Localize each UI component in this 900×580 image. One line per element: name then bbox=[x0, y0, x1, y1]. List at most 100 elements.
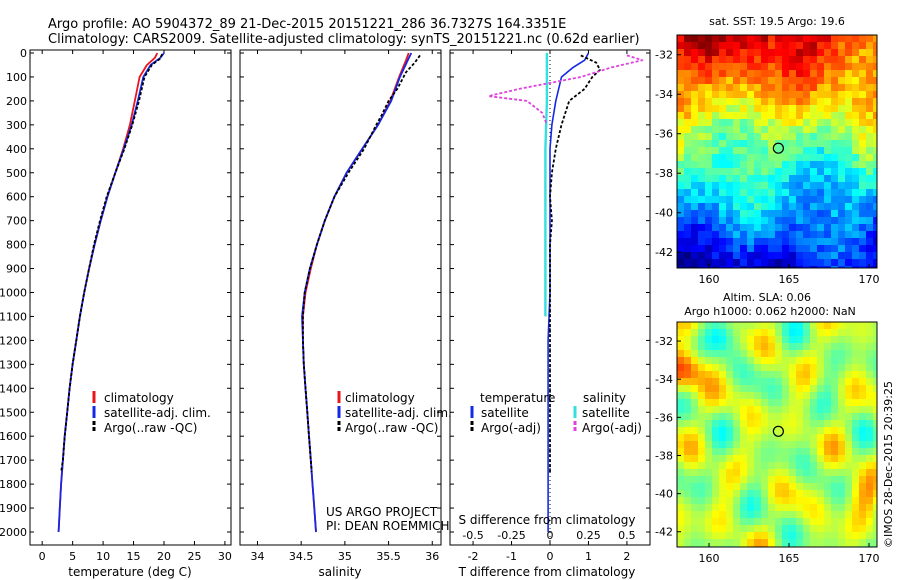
map-cell bbox=[817, 336, 825, 344]
map-cell bbox=[810, 455, 818, 463]
map-cell bbox=[719, 189, 727, 197]
map-cell bbox=[782, 343, 790, 351]
map-cell bbox=[712, 35, 720, 43]
map-cell bbox=[782, 504, 790, 512]
map-cell bbox=[824, 483, 832, 491]
map-cell bbox=[677, 196, 685, 204]
map-cell bbox=[747, 448, 755, 456]
map-cell bbox=[768, 476, 776, 484]
map-cell bbox=[719, 63, 727, 71]
map-cell bbox=[796, 245, 804, 253]
map-cell bbox=[740, 63, 748, 71]
map-cell bbox=[726, 252, 734, 260]
map-cell bbox=[824, 399, 832, 407]
map-cell bbox=[789, 238, 797, 246]
lat-tick-label: -36 bbox=[655, 128, 673, 141]
map-cell bbox=[866, 231, 874, 239]
map-cell bbox=[733, 378, 741, 386]
map-cell bbox=[803, 448, 811, 456]
map-cell bbox=[733, 168, 741, 176]
map-cell bbox=[705, 245, 713, 253]
map-cell bbox=[677, 357, 685, 365]
map-cell bbox=[873, 98, 877, 106]
map-cell bbox=[866, 126, 874, 134]
map-cell bbox=[712, 91, 720, 99]
map-cell bbox=[838, 42, 846, 50]
map-cell bbox=[684, 518, 692, 526]
map-cell bbox=[817, 511, 825, 519]
lat-tick-label: -32 bbox=[655, 49, 673, 62]
map-cell bbox=[761, 469, 769, 477]
map-cell bbox=[733, 182, 741, 190]
map-cell bbox=[852, 168, 860, 176]
map-cell bbox=[754, 252, 762, 260]
map-cell bbox=[782, 371, 790, 379]
map-cell bbox=[866, 497, 874, 505]
map-cell bbox=[845, 448, 853, 456]
map-cell bbox=[817, 224, 825, 232]
map-cell bbox=[677, 168, 685, 176]
map-cell bbox=[796, 133, 804, 141]
map-cell bbox=[866, 483, 874, 491]
map-cell bbox=[838, 98, 846, 106]
map-cell bbox=[677, 245, 685, 253]
map-cell bbox=[768, 434, 776, 442]
map-cell bbox=[754, 511, 762, 519]
map-cell bbox=[803, 497, 811, 505]
map-cell bbox=[775, 56, 783, 64]
map-cell bbox=[838, 266, 846, 268]
map-cell bbox=[866, 455, 874, 463]
map-cell bbox=[768, 105, 776, 113]
y-tick-label: 200 bbox=[6, 95, 27, 108]
map-cell bbox=[768, 329, 776, 337]
map-cell bbox=[747, 105, 755, 113]
map-cell bbox=[852, 147, 860, 155]
map-cell bbox=[866, 203, 874, 211]
map-cell bbox=[810, 49, 818, 57]
map-cell bbox=[789, 413, 797, 421]
map-cell bbox=[698, 483, 706, 491]
map-cell bbox=[838, 378, 846, 386]
map-cell bbox=[803, 413, 811, 421]
map-cell bbox=[691, 105, 699, 113]
x-tick-label: 34.5 bbox=[289, 550, 314, 563]
map-cell bbox=[677, 462, 685, 470]
map-cell bbox=[810, 35, 818, 43]
map-cell bbox=[698, 42, 706, 50]
map-cell bbox=[803, 462, 811, 470]
map-cell bbox=[740, 371, 748, 379]
map-cell bbox=[852, 56, 860, 64]
map-cell bbox=[726, 196, 734, 204]
legend-label-satellite: satellite-adj. clim. bbox=[345, 406, 452, 420]
map-cell bbox=[782, 49, 790, 57]
map-cell bbox=[705, 189, 713, 197]
map-cell bbox=[698, 105, 706, 113]
map-cell bbox=[754, 126, 762, 134]
map-cell bbox=[754, 203, 762, 211]
map-cell bbox=[768, 539, 776, 547]
map-cell bbox=[831, 532, 839, 540]
map-cell bbox=[859, 385, 867, 393]
map-cell bbox=[859, 490, 867, 498]
map-cell bbox=[740, 203, 748, 211]
map-cell bbox=[831, 266, 839, 268]
map-cell bbox=[803, 252, 811, 260]
legend-label-t-satellite: satellite bbox=[481, 406, 529, 420]
map-cell bbox=[684, 238, 692, 246]
map-cell bbox=[873, 210, 877, 218]
map-cell bbox=[845, 525, 853, 533]
map-cell bbox=[845, 462, 853, 470]
map-cell bbox=[817, 238, 825, 246]
map-cell bbox=[831, 455, 839, 463]
map-cell bbox=[775, 329, 783, 337]
map-cell bbox=[761, 161, 769, 169]
map-cell bbox=[824, 245, 832, 253]
x-tick-label: -1 bbox=[506, 550, 517, 563]
map-cell bbox=[789, 385, 797, 393]
map-cell bbox=[859, 525, 867, 533]
map-cell bbox=[782, 378, 790, 386]
map-cell bbox=[747, 385, 755, 393]
map-cell bbox=[768, 455, 776, 463]
map-cell bbox=[803, 35, 811, 43]
map-cell bbox=[852, 518, 860, 526]
